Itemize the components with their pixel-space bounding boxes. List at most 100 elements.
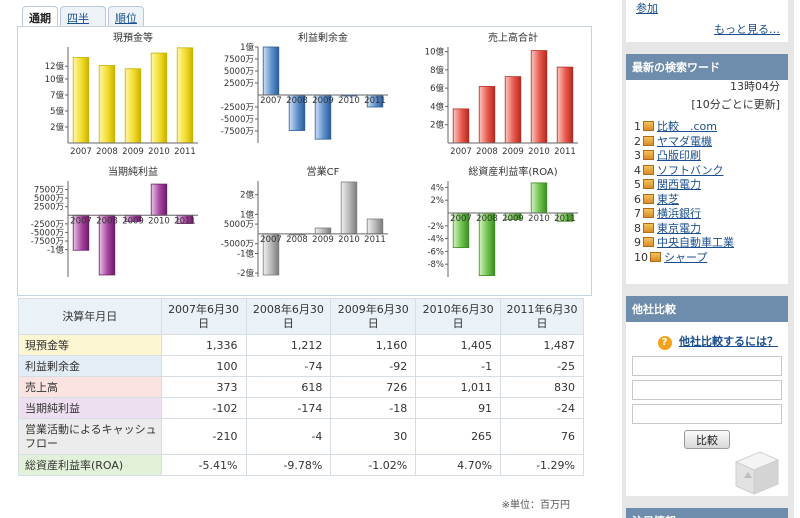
chart-title: 総資産利益率(ROA) — [468, 165, 557, 178]
chart-title: 売上高合計 — [488, 31, 538, 44]
y-tick-label: -2% — [427, 222, 444, 232]
search-words-box: 最新の検索ワード 13時04分 [10分ごとに更新] 1 比較 .com 2 ヤマダ電… — [626, 54, 788, 284]
table-cell: -174 — [245, 397, 332, 419]
keyword-item[interactable]: 8 東京電力 — [634, 222, 701, 236]
x-tick-label: 2007 — [70, 147, 92, 157]
chart-icon — [643, 150, 654, 160]
compare-company-input-2[interactable] — [632, 380, 782, 400]
more-link[interactable]: もっと見る… — [714, 23, 780, 36]
y-tick-label: 2億 — [50, 122, 64, 133]
keyword-link[interactable]: 関西電力 — [657, 178, 701, 191]
bar — [530, 50, 548, 144]
keyword-link[interactable]: 横浜銀行 — [657, 207, 701, 220]
table-cell: 76 — [500, 418, 584, 455]
table-row: 利益剰余金 100 -74 -92 -1 -25 — [18, 355, 584, 377]
keyword-item[interactable]: 6 東芝 — [634, 193, 679, 207]
tab-annual[interactable]: 通期 — [22, 6, 58, 27]
keyword-item[interactable]: 1 比較 .com — [634, 120, 717, 134]
table-row: 当期純利益 -102 -174 -18 91 -24 — [18, 397, 584, 419]
table-cell: 1,405 — [415, 334, 502, 356]
compare-company-input-3[interactable] — [632, 404, 782, 424]
x-tick-label: 2009 — [122, 216, 144, 226]
y-tick-label: -7500万 — [31, 237, 64, 247]
compare-help-link[interactable]: 他社比較するには？ — [679, 335, 778, 348]
row-label: 利益剰余金 — [18, 355, 162, 377]
keyword-rank: 3 — [634, 149, 641, 162]
notice-title: 注目情報 — [626, 508, 788, 518]
y-tick-label: 7500万 — [34, 186, 64, 196]
keyword-rank: 6 — [634, 192, 641, 206]
y-tick-label: 5000万 — [34, 194, 64, 204]
table-cell: -25 — [500, 355, 584, 377]
bar — [556, 66, 574, 144]
box-icon — [734, 451, 780, 495]
x-tick-label: 2007 — [70, 216, 92, 226]
keyword-item[interactable]: 5 関西電力 — [634, 178, 701, 192]
keyword-rank: 8 — [634, 221, 641, 235]
y-tick-label: -7500万 — [221, 127, 254, 137]
table-row: 現預金等 1,336 1,212 1,160 1,405 1,487 — [18, 334, 584, 356]
x-tick-label: 2011 — [364, 96, 386, 106]
keyword-link[interactable]: ソフトバンク — [657, 163, 724, 177]
table-cell: 373 — [160, 376, 247, 398]
x-tick-label: 2010 — [338, 235, 360, 245]
keyword-link[interactable]: ヤマダ電機 — [657, 134, 712, 148]
bar — [150, 52, 168, 144]
y-tick-label: 1億 — [240, 209, 254, 220]
header-cell: 2008年6月30日 — [245, 298, 332, 335]
chart-svg: 総資産利益率(ROA) 4% 2% -2% -4% -6% -8% 2007 2008 2009 2… — [427, 165, 578, 277]
chart-title: 当期純利益 — [108, 165, 158, 178]
tab-quarterly[interactable]: 四半期 — [60, 6, 106, 41]
keyword-rank: 9 — [634, 236, 641, 249]
keyword-item[interactable]: 3 凸版印刷 — [634, 149, 701, 163]
table-row: 営業活動によるキャッシュフロー -210 -4 30 265 76 — [18, 418, 584, 455]
chart-title: 現預金等 — [113, 31, 153, 44]
join-link[interactable]: 参加 — [636, 2, 658, 15]
chart-svg: 利益剰余金 1億 7500万 5000万 2500万 -2500万 -5000万 -7500万… — [221, 31, 388, 143]
table-cell: 1,487 — [500, 334, 584, 356]
chart-icon — [643, 193, 654, 204]
keyword-item[interactable]: 4 ソフトバンク — [634, 164, 724, 178]
table-cell: 1,160 — [330, 334, 417, 356]
table-cell: -9.78% — [245, 454, 332, 476]
keyword-item[interactable]: 9 中央自動車工業 — [634, 236, 734, 250]
table-cell: 91 — [415, 397, 502, 419]
update-note: [10分ごとに更新] — [691, 98, 780, 111]
x-tick-label: 2007 — [260, 235, 282, 245]
bar — [176, 47, 194, 144]
y-tick-label: 10億 — [45, 74, 65, 85]
y-tick-label: -2500万 — [31, 220, 64, 230]
tab-ranking[interactable]: 順位 — [108, 6, 144, 27]
x-tick-label: 2010 — [528, 214, 550, 224]
y-tick-label: -5000万 — [221, 115, 254, 125]
keyword-rank: 4 — [634, 163, 641, 177]
x-tick-label: 2011 — [554, 147, 576, 157]
compare-company-input-1[interactable] — [632, 356, 782, 376]
keyword-link[interactable]: 中央自動車工業 — [657, 236, 734, 249]
keyword-rank: 1 — [634, 120, 641, 133]
row-label: 現預金等 — [18, 334, 162, 356]
bar — [366, 218, 384, 235]
y-tick-label: 5000万 — [224, 67, 254, 77]
keyword-link[interactable]: 東京電力 — [657, 221, 701, 235]
sidebar-top-box: 参加 もっと見る… — [626, 0, 788, 42]
table-row: 売上高 373 618 726 1,011 830 — [18, 376, 584, 398]
keyword-item[interactable]: 10 シャープ — [634, 251, 707, 265]
y-tick-label: -4% — [427, 235, 444, 245]
keyword-link[interactable]: 東芝 — [657, 192, 679, 206]
compare-button[interactable]: 比較 — [684, 430, 730, 449]
y-tick-label: 6億 — [430, 83, 444, 94]
keyword-item[interactable]: 2 ヤマダ電機 — [634, 135, 712, 149]
keyword-link[interactable]: シャープ — [664, 250, 708, 264]
table-cell: -4 — [245, 418, 332, 455]
keyword-item[interactable]: 7 横浜銀行 — [634, 207, 701, 221]
compare-help[interactable]: ? 他社比較するには？ — [657, 333, 778, 350]
unit-note: ※単位：百万円 — [501, 500, 570, 511]
keyword-link[interactable]: 比較 .com — [657, 120, 717, 133]
x-tick-label: 2008 — [96, 147, 118, 157]
bar — [314, 227, 332, 235]
y-tick-label: 2% — [431, 196, 445, 206]
table-cell: 618 — [245, 376, 332, 398]
keyword-link[interactable]: 凸版印刷 — [657, 149, 701, 162]
